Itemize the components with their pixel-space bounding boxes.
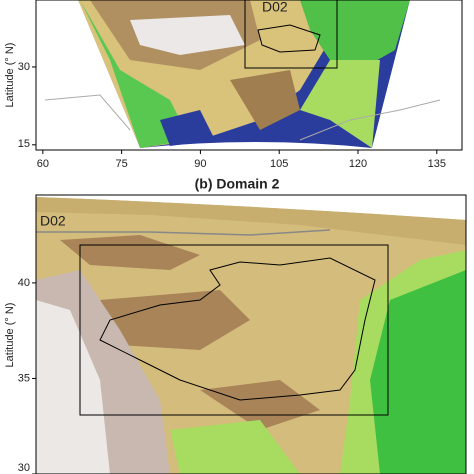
frame xyxy=(35,0,463,151)
map-top xyxy=(36,0,462,150)
frame xyxy=(35,194,467,474)
y-tick-label: 35 xyxy=(18,372,30,384)
box-label: D02 xyxy=(40,213,66,229)
x-tick-label: 75 xyxy=(115,158,127,170)
x-tick-label: 90 xyxy=(194,158,206,170)
y-tick-label: 30 xyxy=(18,462,30,474)
x-tick-label: 60 xyxy=(37,158,49,170)
y-tick-label: 40 xyxy=(18,277,30,289)
y-label: Latitude (° N) xyxy=(4,303,16,368)
y-tick-label: 30 xyxy=(18,61,30,73)
x-tick-label: 105 xyxy=(270,158,288,170)
map-bottom xyxy=(36,197,466,474)
box-label: D02 xyxy=(262,0,288,15)
y-tick-label: 15 xyxy=(18,138,30,150)
x-tick-label: 120 xyxy=(349,158,367,170)
y-label: Latitude (° N) xyxy=(4,43,16,108)
panel-title: (b) Domain 2 xyxy=(195,176,280,192)
x-tick-label: 135 xyxy=(428,158,446,170)
